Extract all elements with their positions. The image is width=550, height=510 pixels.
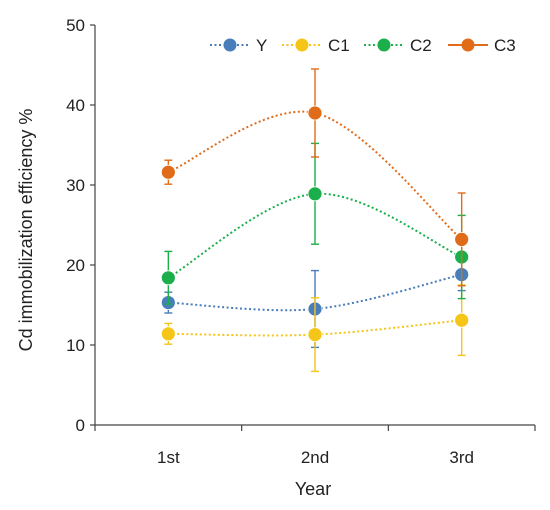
legend-item-y: Y [210,36,267,55]
series-line [167,110,463,241]
data-point [160,326,176,342]
data-point [307,105,323,121]
x-tick-label: 2nd [301,448,329,467]
data-point [307,186,323,202]
legend-label: C2 [410,36,432,55]
x-tick-label: 3rd [449,448,474,467]
y-tick-label: 20 [66,256,85,275]
plot-area: 0 10 20 30 40 50 1st 2nd 3rd [66,16,536,467]
y-tick-label: 10 [66,336,85,355]
x-tick-label: 1st [157,448,180,467]
data-point [454,312,470,328]
data-point [160,270,176,286]
series-line [167,192,463,279]
y-tick-label: 40 [66,96,85,115]
legend-label: C3 [494,36,516,55]
y-tick-label: 30 [66,176,85,195]
legend-item-c2: C2 [364,36,432,55]
legend-swatch-marker [223,38,237,52]
series-c3 [160,68,470,287]
y-axis-title: Cd immobilization efficiency % [16,109,36,352]
y-tick-label: 50 [66,16,85,35]
legend-label: Y [256,36,267,55]
y-tick-label: 0 [76,416,85,435]
legend-swatch-marker [461,38,475,52]
data-point [160,164,176,180]
series-line [168,273,462,312]
legend-swatch-marker [377,38,391,52]
legend-item-c1: C1 [282,36,350,55]
legend-item-c3: C3 [448,36,516,55]
data-point [307,327,323,343]
data-point [454,231,470,247]
legend-label: C1 [328,36,350,55]
x-axis-title: Year [295,479,331,499]
legend: Y C1 C2 C3 [210,36,516,55]
series-c1 [160,284,470,373]
legend-swatch-marker [295,38,309,52]
